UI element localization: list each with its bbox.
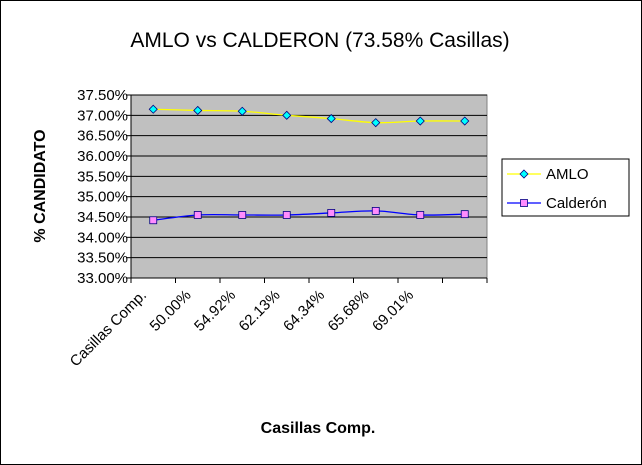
point-calder-n-marker [149, 216, 158, 225]
point-amlo-marker [193, 105, 203, 116]
point-calder-n-marker [238, 211, 247, 219]
y-tick-label: 35.50% [77, 168, 128, 185]
y-tick-label: 37.50% [77, 87, 128, 104]
series-layer [148, 104, 470, 225]
x-tick-label: 65.68% [325, 287, 373, 335]
y-tick-label: 33.50% [77, 250, 128, 267]
point-calder-n-marker [282, 211, 291, 219]
point-amlo-marker [282, 110, 292, 120]
point-calder-n-marker [460, 210, 469, 219]
point-calder-n-marker [193, 211, 202, 219]
point-calder-n-marker [416, 211, 425, 219]
plot-background [130, 94, 488, 279]
legend-item-calder-n: Calderón [507, 195, 607, 212]
x-axis-ticks: Casillas Comp.50.00%54.92%62.13%64.34%65… [67, 278, 488, 370]
legend-label-amlo: AMLO [546, 166, 589, 183]
point-amlo-marker [460, 116, 470, 126]
series-amlo [148, 104, 470, 128]
y-tick-label: 36.00% [77, 148, 128, 165]
legend-box [501, 158, 630, 217]
y-axis-ticks: 33.00% 33.50% 34.00% 34.50% 35.00% 35.50% 36.0… [77, 87, 487, 287]
x-tick-label: Casillas Comp. [67, 287, 150, 370]
y-axis-title: % CANDIDATO [32, 129, 49, 242]
plot-area: 33.00% 33.50% 34.00% 34.50% 35.00% 35.50% 36.0… [67, 87, 488, 370]
x-axis-title: Casillas Comp. [261, 420, 376, 437]
chart-title: AMLO vs CALDERON (73.58% Casillas) [130, 29, 509, 52]
point-amlo-marker [371, 118, 381, 128]
legend-amlo-marker [519, 169, 529, 179]
legend-item-amlo: AMLO [507, 166, 589, 183]
y-tick-label: 33.00% [77, 270, 128, 287]
y-tick-label: 37.00% [77, 107, 128, 124]
y-tick-label: 36.50% [77, 128, 128, 145]
legend: AMLO Calderón [501, 158, 630, 217]
x-tick-label: 54.92% [191, 287, 239, 335]
x-tick-label: 64.34% [280, 287, 328, 335]
y-tick-label: 34.00% [77, 229, 128, 246]
point-amlo-marker [237, 106, 247, 116]
point-amlo-marker [415, 116, 425, 126]
x-tick-label: 69.01% [369, 287, 417, 335]
legend-label-calder-n: Calderón [546, 195, 607, 212]
x-tick-label: 62.13% [236, 287, 284, 335]
y-tick-label: 34.50% [77, 209, 128, 226]
point-amlo-marker [326, 114, 336, 124]
point-calder-n-marker [327, 209, 336, 217]
point-amlo-marker [148, 104, 158, 114]
series-calder-n [149, 206, 469, 225]
y-tick-label: 35.00% [77, 189, 128, 206]
legend-calder-n-marker [520, 199, 528, 207]
x-tick-label: 50.00% [147, 287, 195, 335]
point-calder-n-marker [371, 206, 380, 215]
